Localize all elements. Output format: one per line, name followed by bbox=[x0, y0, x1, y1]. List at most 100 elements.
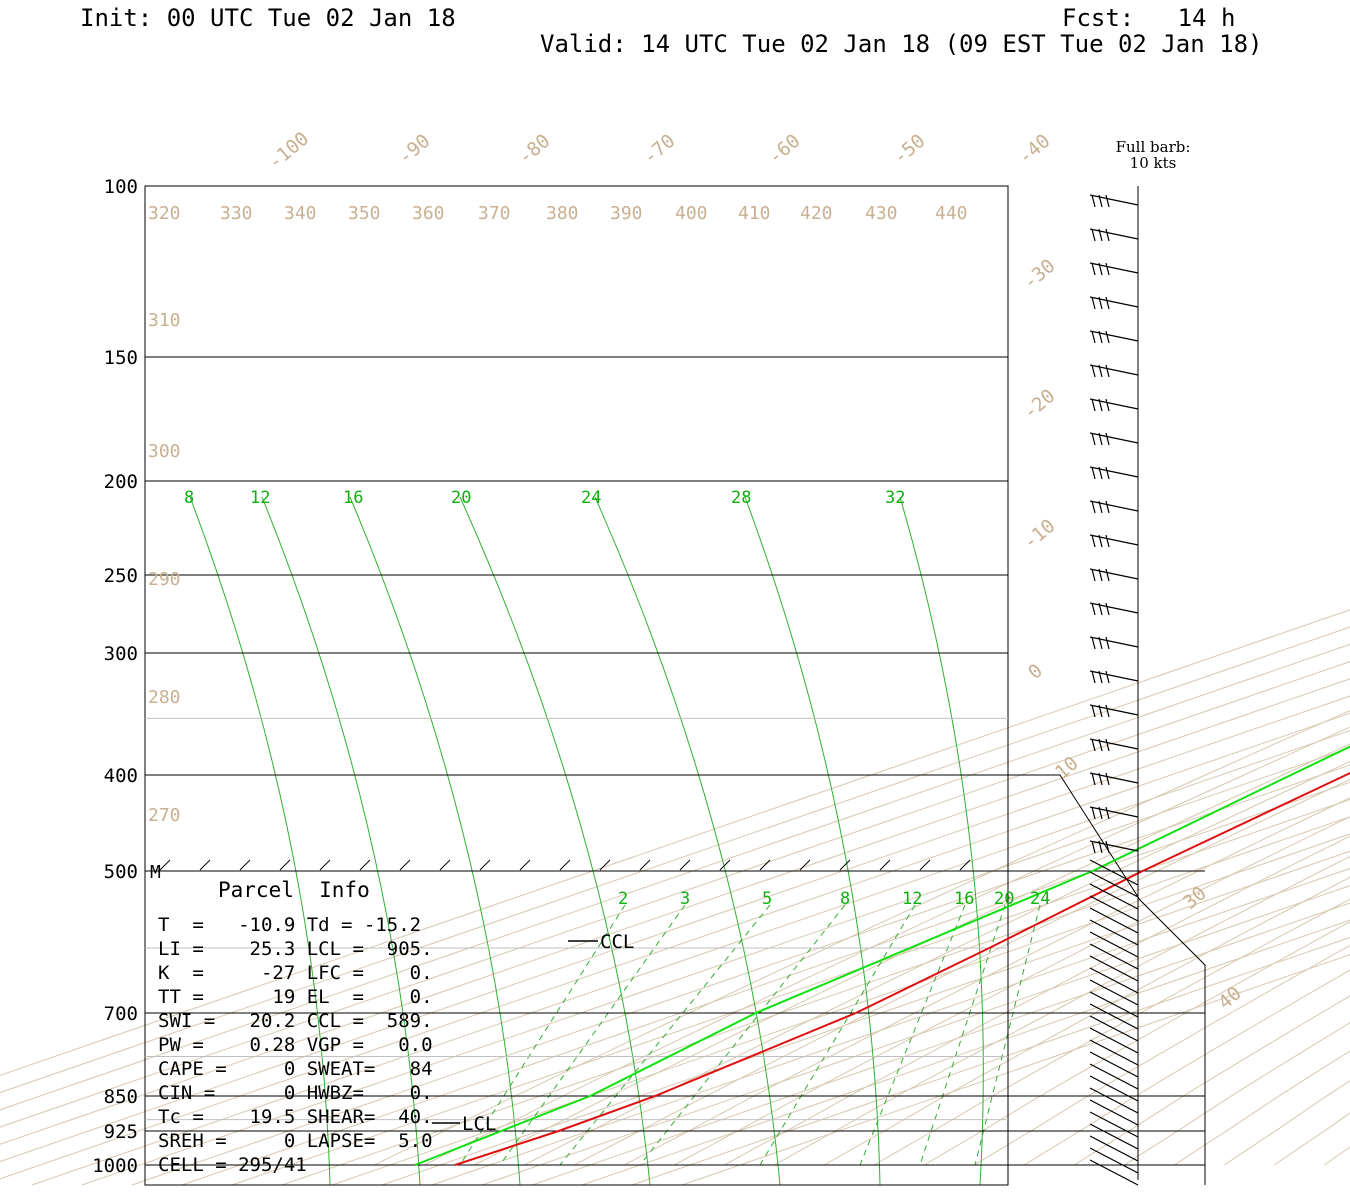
isotherm-line bbox=[0, 609, 1350, 1076]
pressure-label: 1000 bbox=[92, 1155, 138, 1177]
hatch-mark bbox=[919, 859, 931, 871]
wind-barb bbox=[1089, 602, 1139, 614]
mixing-ratio-line bbox=[899, 496, 984, 1186]
hatch-mark bbox=[599, 859, 611, 871]
wind-barb bbox=[1089, 738, 1139, 750]
wind-barb bbox=[1089, 432, 1139, 444]
barb-flag bbox=[1091, 704, 1096, 718]
barb-flag bbox=[1105, 364, 1110, 378]
wind-barb bbox=[1089, 943, 1139, 970]
barb-flag bbox=[1091, 772, 1096, 786]
isotherm-label: 0 bbox=[1024, 660, 1047, 684]
mixing-ratio-label: 16 bbox=[343, 488, 363, 508]
hatch-mark bbox=[639, 859, 651, 871]
barb-flag bbox=[1105, 500, 1110, 514]
theta-label: 270 bbox=[148, 805, 181, 826]
dry-adiabat-line bbox=[374, 709, 1350, 1166]
parcel-row: SWI = 20.2 CCL = 589. bbox=[158, 1010, 433, 1032]
mixing-ratio-line bbox=[349, 496, 521, 1186]
theta-label: 400 bbox=[675, 203, 708, 224]
isotherm-label: 10 bbox=[1051, 752, 1083, 784]
wind-barb bbox=[1089, 955, 1139, 982]
parcel-row: CIN = 0 HWBZ= 0. bbox=[158, 1082, 433, 1104]
isotherm-line bbox=[431, 867, 1350, 1186]
isotherm-line bbox=[231, 798, 1350, 1186]
hatch-mark bbox=[839, 859, 851, 871]
wind-barb bbox=[1089, 1099, 1139, 1126]
dry-adiabat-line bbox=[1224, 1080, 1350, 1166]
wind-barb bbox=[1089, 500, 1139, 512]
barb-flag bbox=[1091, 398, 1096, 412]
hatch-mark bbox=[559, 859, 571, 871]
hatch-mark bbox=[799, 859, 811, 871]
hatch-mark bbox=[759, 859, 771, 871]
wind-barb bbox=[1089, 967, 1139, 994]
mixing-ratio-label: 2 bbox=[618, 889, 628, 909]
hatch-mark bbox=[479, 859, 491, 871]
barb-flag bbox=[1091, 228, 1096, 242]
hatch-mark bbox=[679, 859, 691, 871]
isotherm-line bbox=[281, 816, 1350, 1186]
wind-barb bbox=[1089, 772, 1139, 784]
isotherm-line bbox=[31, 729, 1350, 1186]
wind-barb bbox=[1089, 1159, 1139, 1186]
isotherm-line bbox=[81, 747, 1350, 1186]
wind-barb bbox=[1089, 466, 1139, 478]
isotherm-label: -10 bbox=[1019, 515, 1059, 554]
dewpoint-line bbox=[414, 745, 1350, 1166]
isotherm-line bbox=[0, 643, 1350, 1111]
isotherm-label: -50 bbox=[889, 130, 929, 169]
isotherm-label: -80 bbox=[514, 130, 554, 169]
wind-barb bbox=[1089, 1027, 1139, 1054]
dry-adiabat-line bbox=[774, 855, 1350, 1166]
dry-adiabat-line bbox=[1124, 1022, 1350, 1166]
theta-label: 330 bbox=[220, 203, 253, 224]
barb-flag bbox=[1105, 602, 1110, 616]
barb-flag bbox=[1098, 670, 1103, 684]
theta-label: 430 bbox=[865, 203, 898, 224]
isotherm-line bbox=[481, 885, 1350, 1186]
wind-barb bbox=[1089, 840, 1139, 852]
theta-label: 320 bbox=[148, 203, 181, 224]
isotherm-line bbox=[131, 764, 1350, 1186]
barb-flag bbox=[1098, 534, 1103, 548]
mixing-ratio-dashed-line bbox=[759, 904, 916, 1166]
wind-barb bbox=[1089, 895, 1139, 922]
wind-barb bbox=[1089, 931, 1139, 958]
hatch-mark bbox=[359, 859, 371, 871]
wind-barb bbox=[1089, 1039, 1139, 1066]
barb-flag bbox=[1091, 670, 1096, 684]
pressure-label: 925 bbox=[104, 1121, 138, 1143]
barb-key-title: Full barb: bbox=[1116, 138, 1191, 156]
isotherm-lines bbox=[0, 609, 1350, 1186]
parcel-info-title: Parcel Info bbox=[218, 878, 370, 902]
wind-barb bbox=[1089, 1075, 1139, 1102]
theta-label: 380 bbox=[546, 203, 579, 224]
hatch-mark bbox=[159, 859, 171, 871]
barb-flag bbox=[1091, 500, 1096, 514]
barb-flag bbox=[1105, 772, 1110, 786]
barb-flag bbox=[1098, 738, 1103, 752]
theta-label: 440 bbox=[935, 203, 968, 224]
barb-flag bbox=[1105, 704, 1110, 718]
mixing-ratio-label: 12 bbox=[250, 488, 270, 508]
isotherm-label: 40 bbox=[1214, 982, 1246, 1014]
isotherm-label: -30 bbox=[1019, 255, 1059, 294]
wind-barb bbox=[1089, 859, 1139, 886]
mixing-ratio-dashed-line bbox=[459, 904, 626, 1166]
isotherm-line bbox=[531, 902, 1350, 1186]
wind-barb bbox=[1089, 534, 1139, 546]
wind-barb bbox=[1089, 262, 1139, 274]
wind-barb bbox=[1089, 398, 1139, 410]
parcel-row: Tc = 19.5 SHEAR= 40. bbox=[158, 1106, 433, 1128]
barb-flag bbox=[1091, 568, 1096, 582]
hatch-mark bbox=[519, 859, 531, 871]
marker-label: M bbox=[150, 862, 161, 883]
barb-flag bbox=[1105, 398, 1110, 412]
valid-time: Valid: 14 UTC Tue 02 Jan 18 (09 EST Tue … bbox=[540, 30, 1263, 58]
wind-barb bbox=[1089, 883, 1139, 910]
forecast-hour: Fcst: 14 h bbox=[1062, 4, 1236, 32]
pressure-label: 700 bbox=[104, 1003, 138, 1025]
parcel-row: T = -10.9 Td = -15.2 bbox=[158, 914, 422, 936]
mixing-ratio-label: 16 bbox=[954, 889, 974, 909]
